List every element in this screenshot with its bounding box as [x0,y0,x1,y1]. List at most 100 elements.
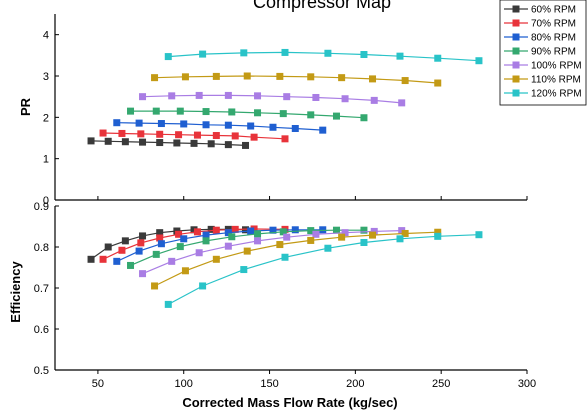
efficiency-data-point-100-rpm [195,249,203,257]
efficiency-data-point-110-rpm [212,255,220,263]
bottom-y-tick-label: 0.9 [34,201,49,213]
efficiency-data-point-110-rpm [434,228,442,236]
top-y-tick-label: 3 [43,71,49,83]
pr-data-point-60-rpm [224,141,232,149]
efficiency-data-point-80-rpm [135,247,143,255]
bottom-x-tick-label: 300 [518,378,536,390]
pr-series-line-70-rpm [103,132,286,140]
efficiency-data-point-80-rpm [319,226,327,234]
efficiency-data-point-110-rpm [401,229,409,237]
pr-data-point-90-rpm [176,107,184,115]
pr-data-point-120-rpm [324,49,332,57]
pr-data-point-80-rpm [224,121,232,129]
top-y-tick-label: 0 [43,195,49,207]
pr-data-point-110-rpm [307,73,315,81]
efficiency-data-point-100-rpm [283,233,291,241]
pr-data-point-90-rpm [332,112,340,120]
pr-data-point-70-rpm [231,132,239,140]
bottom-y-tick-label: 0.8 [34,242,49,254]
efficiency-data-point-120-rpm [281,253,289,261]
top-y-tick-label: 2 [43,112,49,124]
efficiency-series-line-110-rpm [154,231,438,287]
top-x-tick-marks [97,196,528,200]
pr-data-point-90-rpm [127,107,135,115]
pr-data-point-60-rpm [104,137,112,145]
efficiency-data-point-90-rpm [176,243,184,251]
efficiency-data-point-100-rpm [168,257,176,265]
pr-series-line-120-rpm [168,51,479,62]
efficiency-data-point-100-rpm [341,229,349,237]
legend-marker [512,33,520,41]
bottom-x-tick-label: 250 [432,378,450,390]
pr-data-point-60-rpm [121,138,129,146]
efficiency-data-point-100-rpm [370,227,378,235]
efficiency-data-point-100-rpm [139,270,147,278]
pr-data-point-80-rpm [291,124,299,132]
pr-data-point-80-rpm [113,119,121,127]
legend-marker [512,61,520,69]
pr-data-point-110-rpm [212,72,220,80]
efficiency-data-point-120-rpm [396,235,404,243]
pr-data-point-80-rpm [157,120,165,128]
pr-data-point-70-rpm [212,132,220,140]
legend-label: 70% RPM [531,19,576,30]
pr-data-point-70-rpm [281,135,289,143]
pr-data-point-100-rpm [312,93,320,101]
pr-data-point-80-rpm [135,119,143,127]
pr-data-point-60-rpm [190,139,198,147]
pr-data-point-80-rpm [319,126,327,134]
pr-data-point-100-rpm [341,95,349,103]
efficiency-data-point-70-rpm [231,225,239,233]
bottom-series-group [87,225,483,308]
efficiency-data-point-120-rpm [360,238,368,246]
efficiency-data-point-60-rpm [207,225,215,233]
pr-data-point-80-rpm [247,122,255,130]
legend-label: 60% RPM [531,5,576,16]
bottom-panel: Efficiency Corrected Mass Flow Rate (kg/… [8,201,536,410]
efficiency-data-point-90-rpm [127,261,135,269]
efficiency-data-point-90-rpm [152,250,160,258]
pr-data-point-90-rpm [152,107,160,115]
efficiency-data-point-60-rpm [104,243,112,251]
efficiency-data-point-120-rpm [164,300,172,308]
efficiency-data-point-100-rpm [224,242,232,250]
bottom-x-ticks: 50 100 150 200 250 300 [92,370,536,390]
bottom-x-tick-label: 150 [260,378,278,390]
efficiency-series-line-90-rpm [130,229,364,266]
pr-data-point-100-rpm [398,99,406,107]
pr-data-point-110-rpm [338,74,346,82]
efficiency-data-point-120-rpm [434,232,442,240]
efficiency-data-point-80-rpm [113,257,121,265]
pr-data-point-70-rpm [137,130,145,138]
legend-marker [512,75,520,83]
bottom-y-tick-label: 0.6 [34,324,49,336]
efficiency-data-point-80-rpm [224,229,232,237]
efficiency-data-point-120-rpm [240,266,248,274]
efficiency-series-line-120-rpm [168,234,479,305]
pr-data-point-70-rpm [250,133,258,141]
pr-data-point-70-rpm [156,130,164,138]
pr-data-point-110-rpm [434,79,442,87]
efficiency-data-point-110-rpm [369,231,377,239]
pr-data-point-60-rpm [156,139,164,147]
pr-data-point-80-rpm [180,120,188,128]
pr-data-point-100-rpm [224,91,232,99]
bottom-x-tick-label: 100 [175,378,193,390]
pr-data-point-120-rpm [281,48,289,56]
efficiency-data-point-80-rpm [269,226,277,234]
pr-data-point-110-rpm [401,77,409,85]
pr-data-point-90-rpm [307,111,315,119]
efficiency-data-point-60-rpm [121,237,129,245]
legend: 60% RPM 70% RPM 80% RPM 90% RPM 100% RPM 110%… [499,0,587,106]
legend-marker [512,19,520,27]
top-y-ticks: 0 1 2 3 4 [43,30,59,207]
pr-series-line-90-rpm [130,110,364,119]
pr-data-point-100-rpm [139,93,147,101]
efficiency-data-point-90-rpm [254,230,262,238]
efficiency-data-point-80-rpm [180,235,188,243]
pr-series-line-100-rpm [142,94,402,104]
efficiency-data-point-80-rpm [247,227,255,235]
top-y-tick-label: 4 [43,30,49,42]
pr-data-point-60-rpm [173,139,181,147]
